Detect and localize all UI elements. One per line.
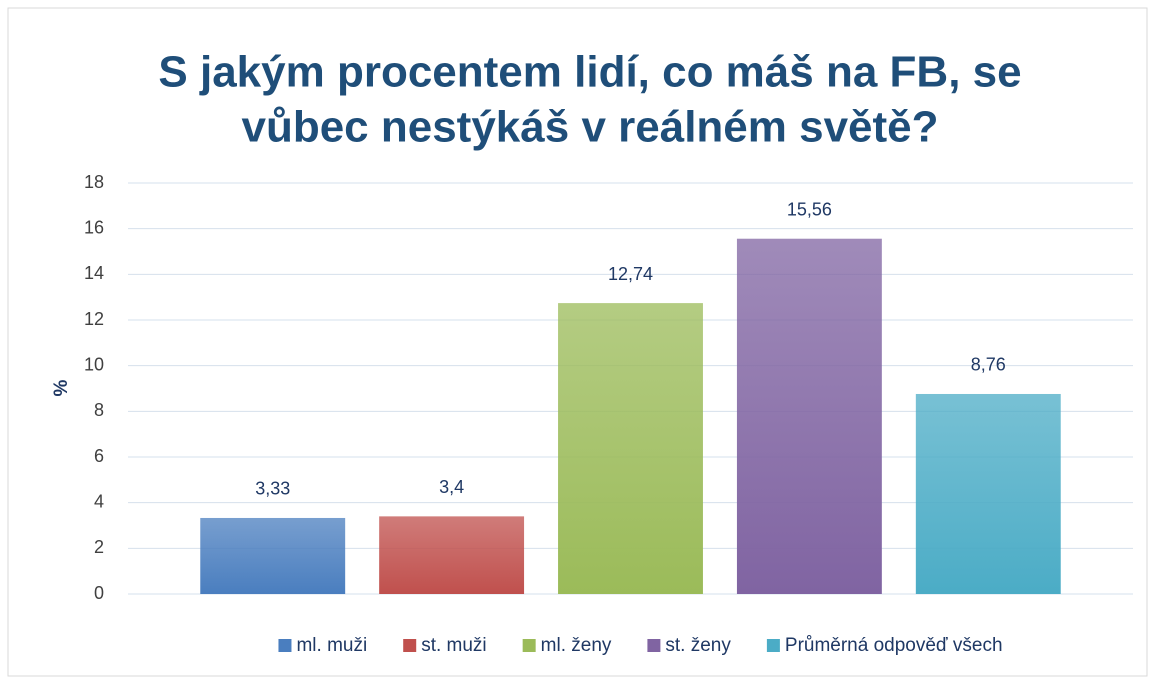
y-axis-label: % (51, 379, 72, 396)
bar (736, 238, 882, 595)
bar (558, 303, 703, 594)
y-tick-label: 2 (94, 537, 104, 557)
legend-label: st. ženy (665, 635, 731, 656)
y-tick-label: 4 (94, 491, 104, 511)
y-tick-label: 12 (84, 309, 104, 329)
bar (379, 516, 525, 594)
y-tick-label: 14 (84, 263, 104, 283)
y-tick-label: 16 (84, 217, 104, 237)
legend-swatch (403, 639, 417, 652)
bar (915, 393, 1061, 594)
legend-swatch (647, 639, 661, 652)
data-label: 8,76 (971, 355, 1006, 375)
chart-title: vůbec nestýkáš v reálném světě? (241, 103, 938, 152)
bar (200, 517, 346, 594)
data-label: 3,4 (439, 477, 464, 497)
legend-swatch (522, 639, 536, 652)
legend-label: st. muži (421, 635, 486, 656)
y-tick-label: 10 (84, 354, 104, 374)
legend-label: Průměrná odpověď všech (785, 635, 1003, 656)
legend-label: ml. muži (296, 635, 367, 656)
legend-label: ml. ženy (541, 635, 612, 656)
y-tick-label: 6 (94, 446, 104, 466)
data-label: 12,74 (608, 264, 653, 284)
legend-swatch (278, 639, 292, 652)
y-tick-label: 0 (94, 583, 104, 603)
y-tick-label: 18 (84, 172, 104, 192)
data-label: 15,56 (787, 199, 832, 219)
data-label: 3,33 (255, 479, 290, 499)
y-tick-label: 8 (94, 400, 104, 420)
chart-title: S jakým procentem lidí, co máš na FB, se (158, 48, 1021, 97)
legend-swatch (766, 639, 780, 652)
